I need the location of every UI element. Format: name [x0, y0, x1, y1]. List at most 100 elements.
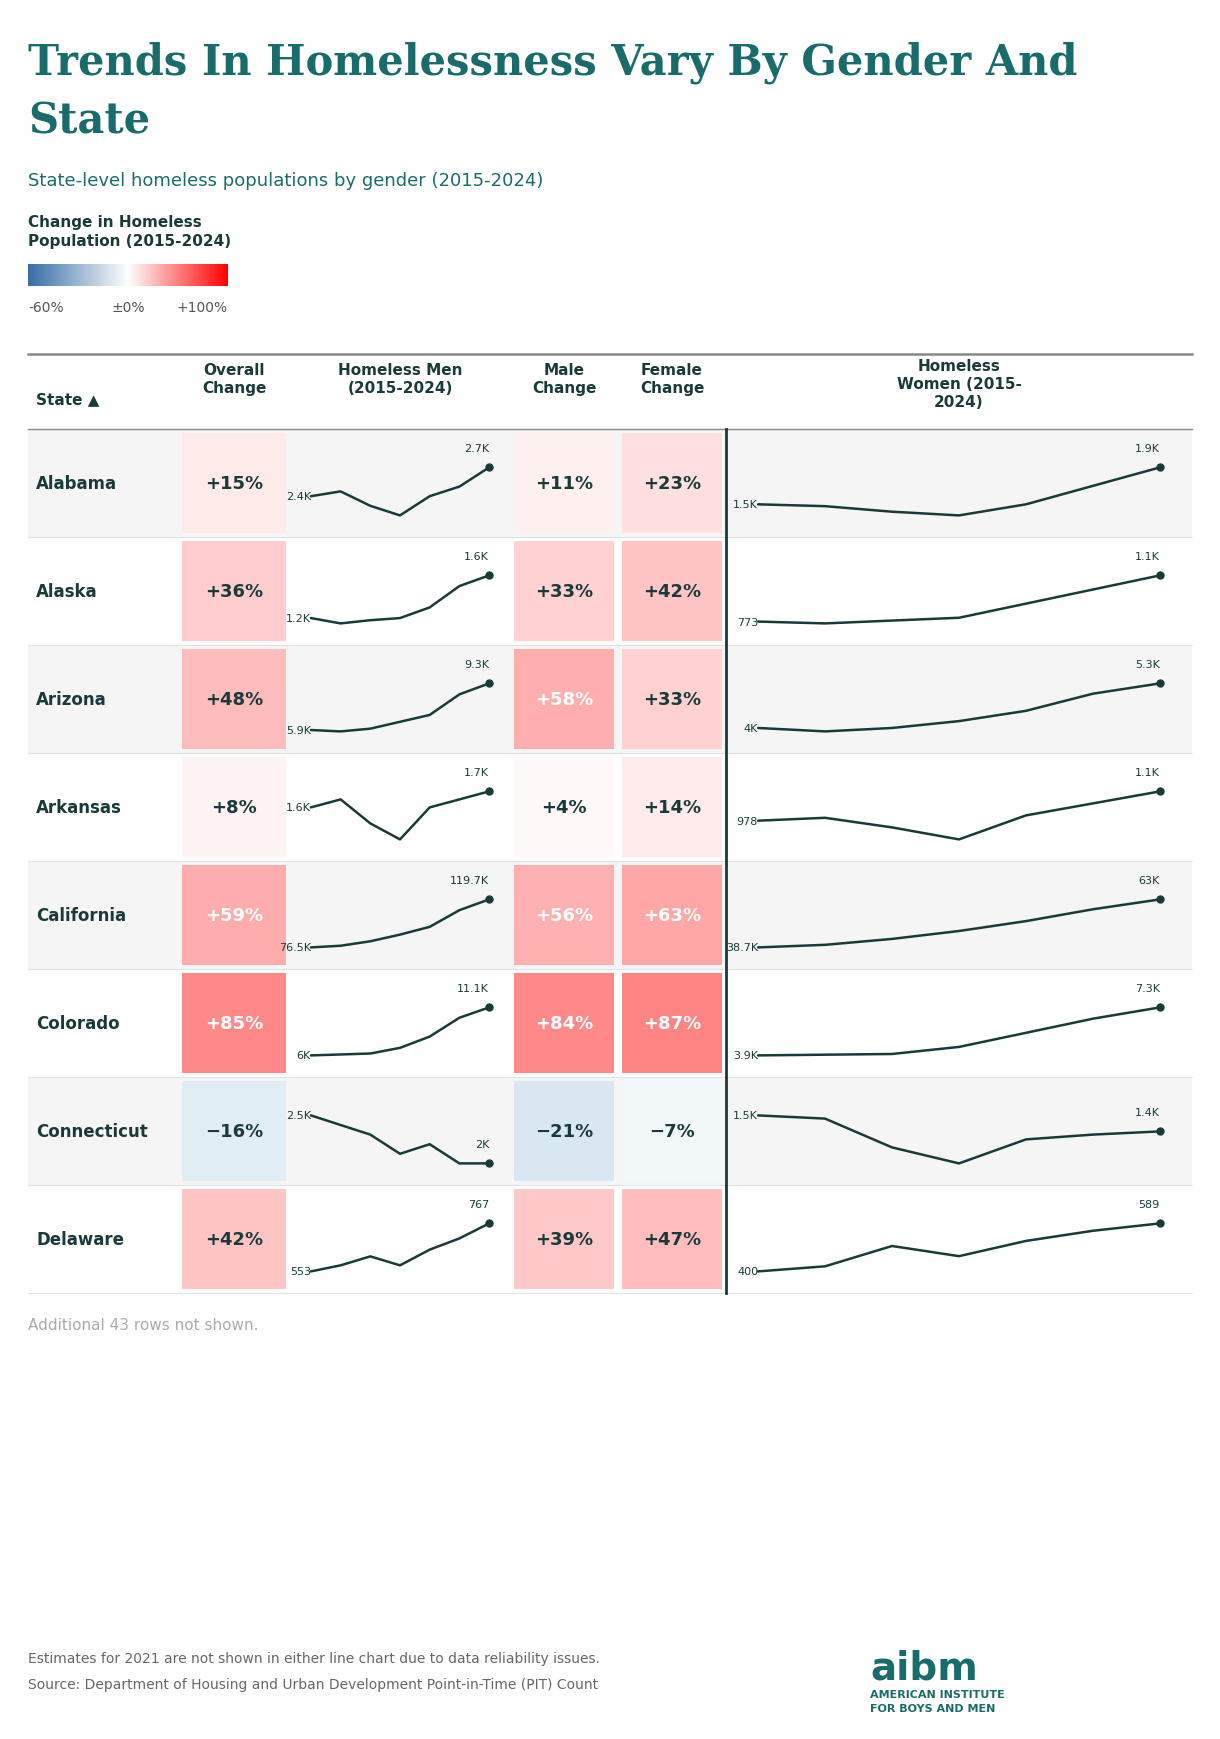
Text: Colorado: Colorado: [37, 1014, 120, 1033]
Bar: [28, 969, 1192, 1078]
Text: −7%: −7%: [649, 1122, 695, 1141]
Text: +87%: +87%: [643, 1014, 702, 1033]
Bar: [622, 974, 722, 1073]
Bar: [514, 1082, 614, 1181]
Text: FOR BOYS AND MEN: FOR BOYS AND MEN: [870, 1702, 996, 1713]
Text: +56%: +56%: [534, 906, 593, 925]
Text: State ▲: State ▲: [37, 391, 100, 407]
Text: +33%: +33%: [534, 583, 593, 600]
Text: +58%: +58%: [534, 690, 593, 708]
Text: 2.7K: 2.7K: [464, 443, 489, 454]
Bar: [514, 433, 614, 534]
Text: 400: 400: [737, 1266, 758, 1276]
Text: +36%: +36%: [205, 583, 264, 600]
Bar: [514, 758, 614, 857]
Text: +48%: +48%: [205, 690, 264, 708]
Bar: [622, 866, 722, 965]
Bar: [28, 753, 1192, 861]
Bar: [182, 758, 285, 857]
Bar: [182, 541, 285, 642]
Text: -60%: -60%: [28, 301, 63, 315]
Bar: [622, 541, 722, 642]
Text: +23%: +23%: [643, 475, 702, 492]
Text: Connecticut: Connecticut: [37, 1122, 148, 1141]
Bar: [514, 541, 614, 642]
Bar: [514, 1189, 614, 1289]
Text: +42%: +42%: [643, 583, 702, 600]
Text: 2.4K: 2.4K: [285, 492, 311, 503]
Text: 589: 589: [1138, 1200, 1160, 1209]
Text: 553: 553: [290, 1266, 311, 1276]
Text: 1.1K: 1.1K: [1135, 767, 1160, 777]
Text: Male
Change: Male Change: [532, 363, 597, 396]
Bar: [28, 645, 1192, 753]
Text: 2K: 2K: [475, 1139, 489, 1149]
Text: Female
Change: Female Change: [639, 363, 704, 396]
Bar: [622, 758, 722, 857]
Text: 7.3K: 7.3K: [1135, 983, 1160, 993]
Text: +47%: +47%: [643, 1229, 702, 1249]
Text: Arkansas: Arkansas: [37, 798, 122, 817]
Text: Overall
Change: Overall Change: [201, 363, 266, 396]
Bar: [514, 866, 614, 965]
Text: 1.7K: 1.7K: [464, 767, 489, 777]
Text: Homeless
Women (2015-
2024): Homeless Women (2015- 2024): [897, 358, 1021, 410]
Text: +84%: +84%: [534, 1014, 593, 1033]
Text: +14%: +14%: [643, 798, 702, 817]
Text: +11%: +11%: [534, 475, 593, 492]
Text: 11.1K: 11.1K: [458, 983, 489, 993]
Text: Alabama: Alabama: [37, 475, 117, 492]
Text: +4%: +4%: [542, 798, 587, 817]
Text: 6K: 6K: [296, 1050, 311, 1061]
Text: 1.9K: 1.9K: [1135, 443, 1160, 454]
Text: 1.2K: 1.2K: [285, 614, 311, 624]
Text: +8%: +8%: [211, 798, 257, 817]
Text: −21%: −21%: [534, 1122, 593, 1141]
Text: 1.5K: 1.5K: [733, 501, 758, 510]
Text: 767: 767: [467, 1200, 489, 1209]
Bar: [622, 433, 722, 534]
Text: 978: 978: [737, 816, 758, 826]
Bar: [622, 1189, 722, 1289]
Text: 3.9K: 3.9K: [733, 1050, 758, 1061]
Text: ±0%: ±0%: [111, 301, 145, 315]
Text: 9.3K: 9.3K: [464, 659, 489, 670]
Text: 1.6K: 1.6K: [285, 803, 311, 812]
Text: +63%: +63%: [643, 906, 702, 925]
Text: +15%: +15%: [205, 475, 264, 492]
Bar: [28, 537, 1192, 645]
Text: Trends In Homelessness Vary By Gender And: Trends In Homelessness Vary By Gender An…: [28, 42, 1077, 85]
Bar: [514, 974, 614, 1073]
Bar: [182, 650, 285, 750]
Text: AMERICAN INSTITUTE: AMERICAN INSTITUTE: [870, 1689, 1005, 1699]
Text: +85%: +85%: [205, 1014, 264, 1033]
Text: 1.4K: 1.4K: [1135, 1108, 1160, 1116]
Bar: [182, 1189, 285, 1289]
Text: Additional 43 rows not shown.: Additional 43 rows not shown.: [28, 1316, 259, 1332]
Text: +33%: +33%: [643, 690, 702, 708]
Text: Alaska: Alaska: [37, 583, 98, 600]
Text: California: California: [37, 906, 126, 925]
Text: 119.7K: 119.7K: [450, 875, 489, 885]
Bar: [28, 861, 1192, 969]
Text: 2.5K: 2.5K: [285, 1111, 311, 1120]
Bar: [28, 1078, 1192, 1186]
Text: aibm: aibm: [870, 1649, 978, 1687]
Text: 1.5K: 1.5K: [733, 1111, 758, 1120]
Text: State: State: [28, 99, 150, 143]
Bar: [622, 1082, 722, 1181]
Text: +42%: +42%: [205, 1229, 264, 1249]
Text: +59%: +59%: [205, 906, 264, 925]
Text: +100%: +100%: [177, 301, 228, 315]
Text: Change in Homeless
Population (2015-2024): Change in Homeless Population (2015-2024…: [28, 216, 231, 249]
Text: +39%: +39%: [534, 1229, 593, 1249]
Text: 63K: 63K: [1138, 875, 1160, 885]
Text: 1.1K: 1.1K: [1135, 551, 1160, 562]
Text: 38.7K: 38.7K: [726, 943, 758, 953]
Text: 773: 773: [737, 617, 758, 628]
Text: 4K: 4K: [744, 723, 758, 734]
Bar: [514, 650, 614, 750]
Text: Homeless Men
(2015-2024): Homeless Men (2015-2024): [338, 363, 462, 396]
Bar: [622, 650, 722, 750]
Bar: [182, 974, 285, 1073]
